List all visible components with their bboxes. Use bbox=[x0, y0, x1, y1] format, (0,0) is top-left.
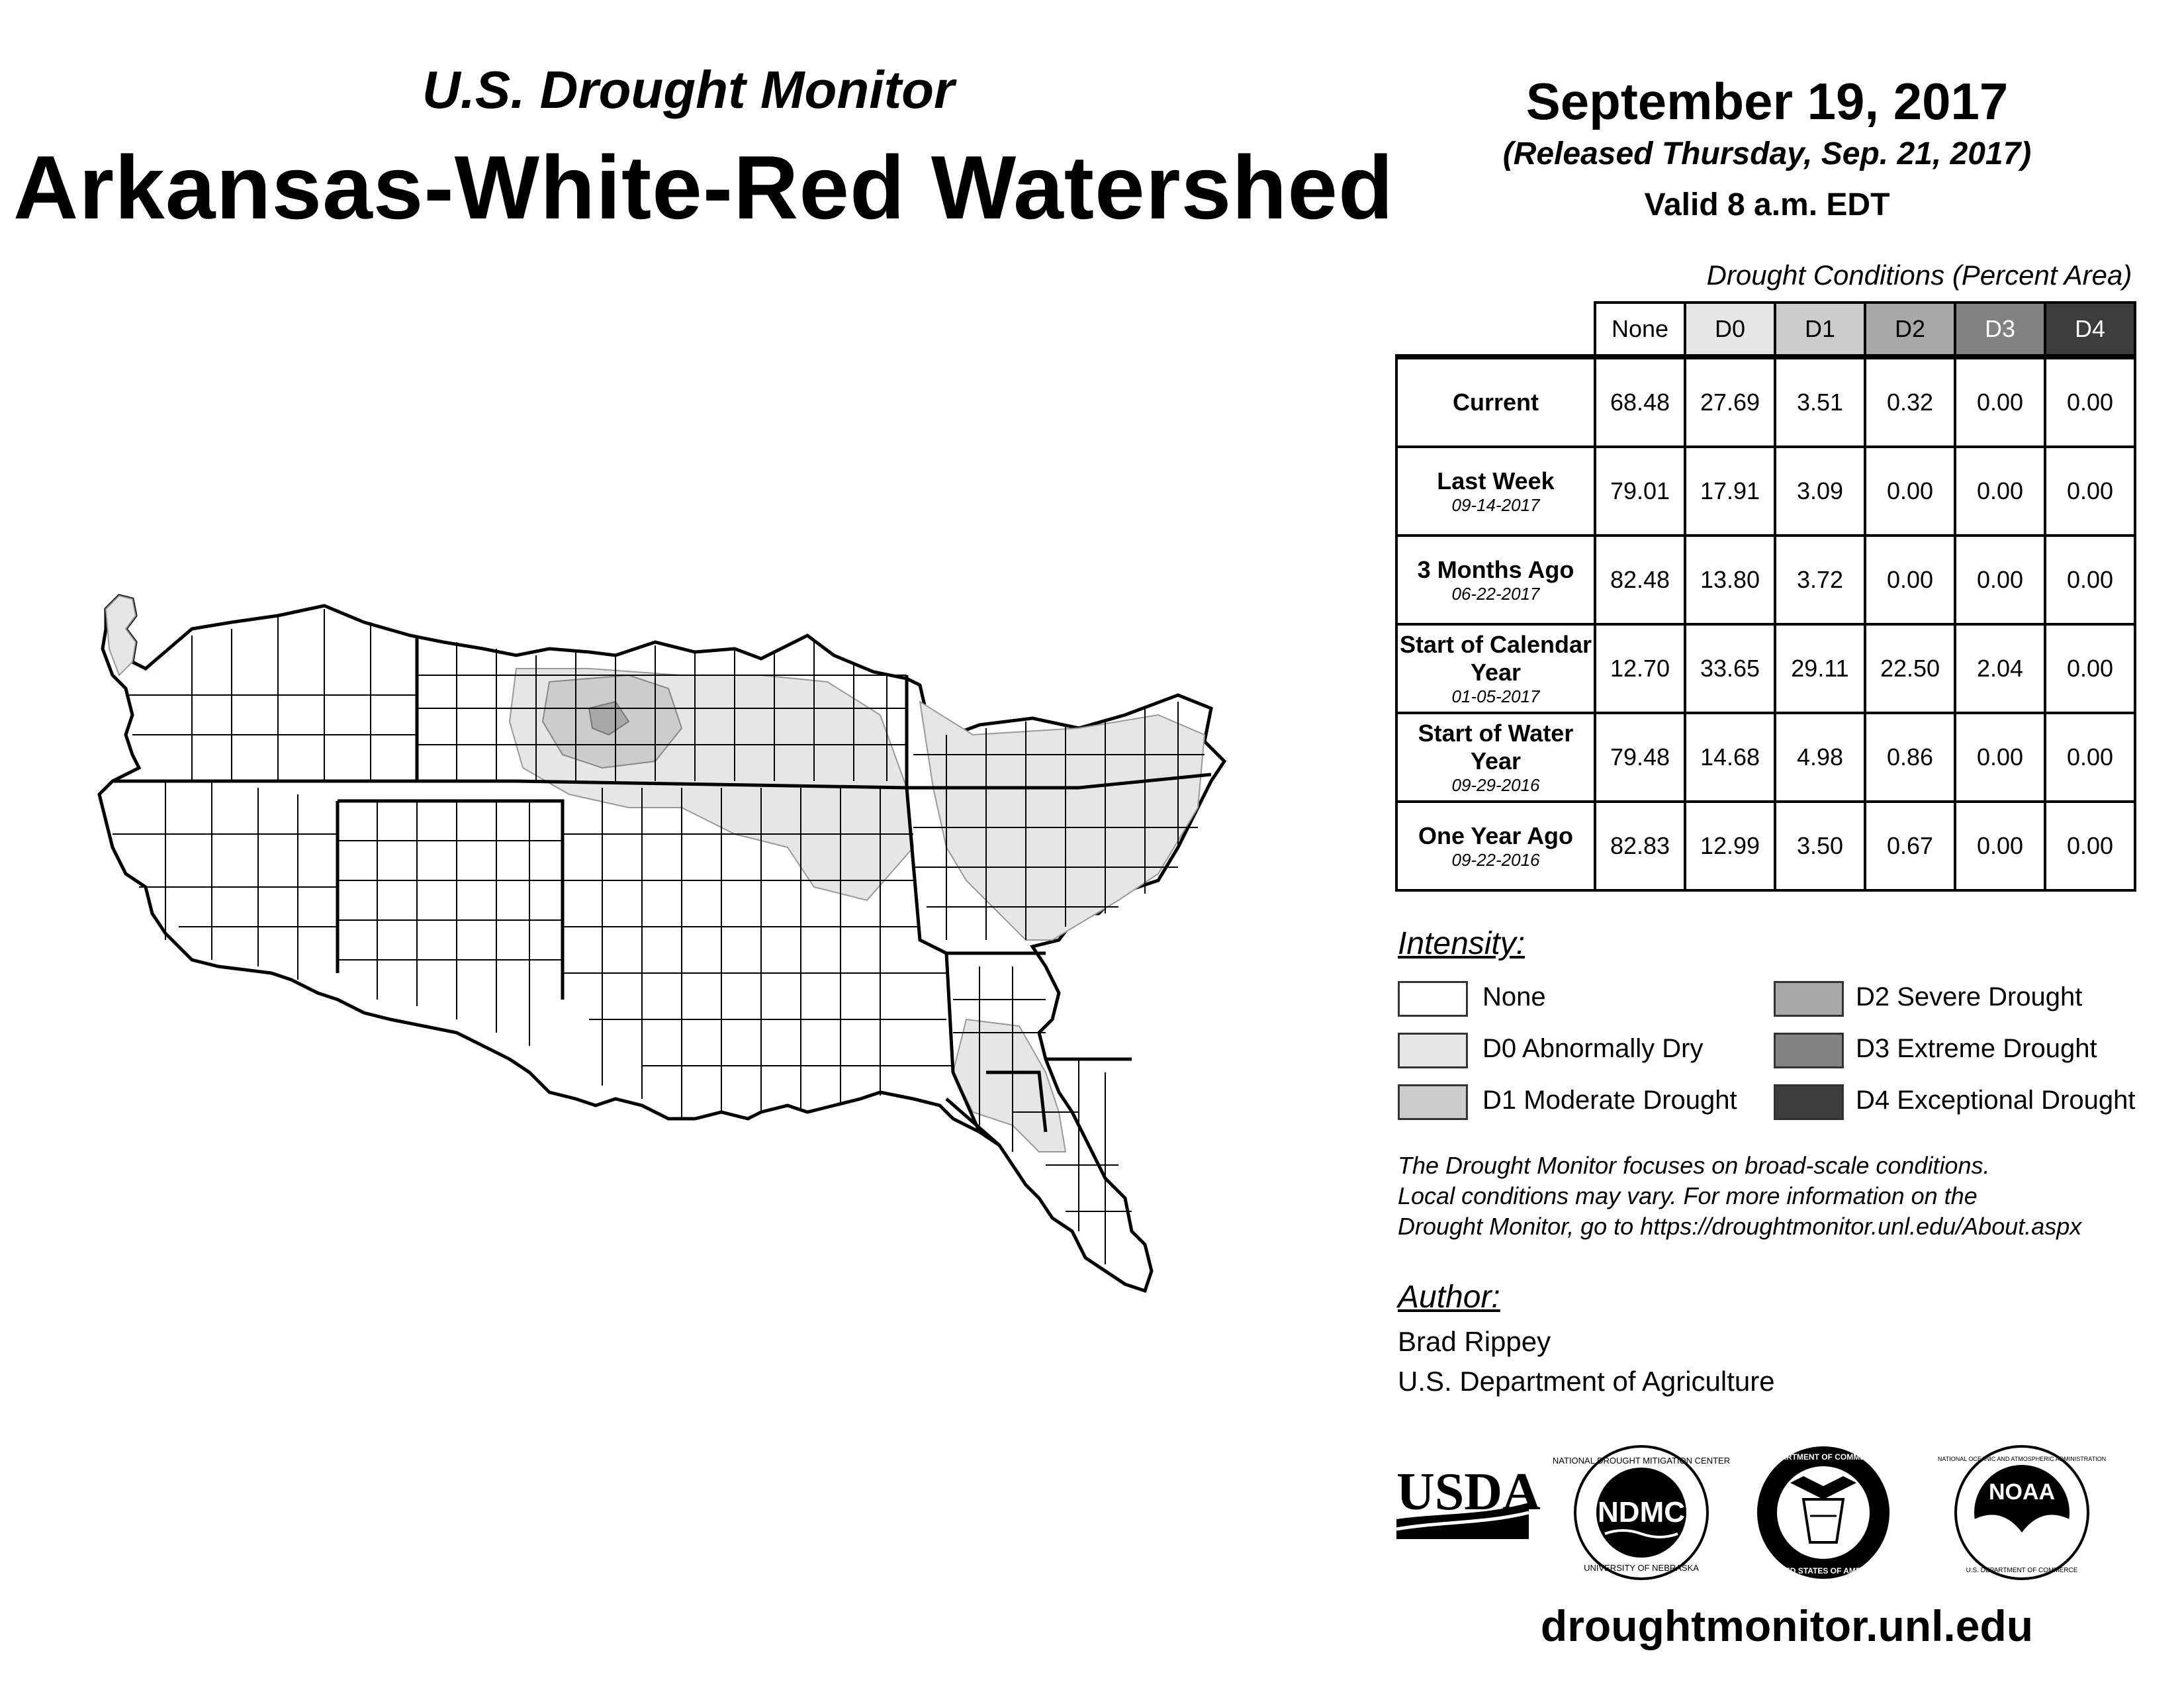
table-cell: 0.00 bbox=[2044, 534, 2136, 626]
table-cell: 17.91 bbox=[1684, 445, 1776, 537]
map-subtitle: U.S. Drought Monitor bbox=[422, 60, 955, 119]
table-cell: 0.00 bbox=[1954, 354, 2046, 448]
svg-text:NATIONAL DROUGHT MITIGATION CE: NATIONAL DROUGHT MITIGATION CENTER bbox=[1553, 1456, 1730, 1466]
svg-text:U.S. DEPARTMENT OF COMMERCE: U.S. DEPARTMENT OF COMMERCE bbox=[1966, 1567, 2078, 1574]
legend-swatch bbox=[1774, 1084, 1844, 1120]
svg-text:NATIONAL OCEANIC AND ATMOSPHER: NATIONAL OCEANIC AND ATMOSPHERIC ADMINIS… bbox=[1938, 1456, 2106, 1462]
table-cell: 0.00 bbox=[2044, 354, 2136, 448]
row-label: Start of Calendar Year 01-05-2017 bbox=[1395, 623, 1596, 714]
legend-swatch bbox=[1774, 1033, 1844, 1068]
state-boundaries bbox=[113, 635, 1212, 1147]
table-cell: 0.86 bbox=[1864, 712, 1956, 803]
usda-logo: USDA bbox=[1396, 1463, 1541, 1539]
table-cell: 13.80 bbox=[1684, 534, 1776, 626]
table-cell: 0.32 bbox=[1864, 354, 1956, 448]
legend-swatch bbox=[1398, 1084, 1468, 1120]
column-header-d0: D0 bbox=[1684, 301, 1776, 358]
legend-heading: Intensity: bbox=[1398, 926, 1525, 961]
legend-label: D2 Severe Drought bbox=[1856, 982, 2083, 1011]
svg-text:DEPARTMENT OF COMMERCE: DEPARTMENT OF COMMERCE bbox=[1764, 1452, 1882, 1462]
release-date: (Released Thursday, Sep. 21, 2017) bbox=[1502, 136, 2032, 171]
table-cell: 22.50 bbox=[1864, 623, 1956, 714]
table-cell: 12.99 bbox=[1684, 800, 1776, 892]
table-cell: 0.00 bbox=[2044, 445, 2136, 537]
table-cell: 14.68 bbox=[1684, 712, 1776, 803]
table-cell: 0.00 bbox=[1954, 800, 2046, 892]
table-cell: 0.00 bbox=[2044, 800, 2136, 892]
legend-swatch bbox=[1774, 981, 1844, 1017]
table-cell: 0.00 bbox=[1954, 534, 2046, 626]
table-cell: 68.48 bbox=[1594, 354, 1686, 448]
table-row: Current 68.48 27.69 3.51 0.32 0.00 0.00 bbox=[1395, 354, 2136, 448]
author-name: Brad Rippey bbox=[1398, 1326, 1551, 1357]
row-label: Last Week 09-14-2017 bbox=[1395, 445, 1596, 537]
table-cell: 2.04 bbox=[1954, 623, 2046, 714]
table-row: 3 Months Ago 06-22-2017 82.48 13.80 3.72 … bbox=[1395, 534, 2136, 626]
svg-text:NDMC: NDMC bbox=[1598, 1496, 1685, 1528]
legend-label: D0 Abnormally Dry bbox=[1482, 1034, 1704, 1063]
disclaimer-note: The Drought Monitor focuses on broad-sca… bbox=[1398, 1152, 2082, 1240]
table-cell: 3.09 bbox=[1774, 445, 1866, 537]
row-label: 3 Months Ago 06-22-2017 bbox=[1395, 534, 1596, 626]
table-row: Start of Calendar Year 01-05-2017 12.70 3… bbox=[1395, 623, 2136, 714]
drought-area-d0-west bbox=[105, 594, 137, 677]
legend-label: D4 Exceptional Drought bbox=[1856, 1086, 2136, 1115]
table-row: One Year Ago 09-22-2016 82.83 12.99 3.50 … bbox=[1395, 800, 2136, 892]
ndmc-logo: NDMC NATIONAL DROUGHT MITIGATION CENTER … bbox=[1553, 1445, 1730, 1580]
column-header-d1: D1 bbox=[1774, 301, 1866, 358]
table-cell: 0.67 bbox=[1864, 800, 1956, 892]
table-cell: 0.00 bbox=[1954, 712, 2046, 803]
drought-conditions-table: None D0 D1 D2 D3 D4 Current 68.48 27.69 … bbox=[1395, 301, 2136, 892]
table-cell: 0.00 bbox=[1864, 534, 1956, 626]
watershed-map bbox=[86, 569, 1297, 1350]
table-cell: 3.72 bbox=[1774, 534, 1866, 626]
table-cell: 3.50 bbox=[1774, 800, 1866, 892]
author-heading: Author: bbox=[1398, 1280, 1500, 1315]
column-header-d2: D2 bbox=[1864, 301, 1956, 358]
legend-label: None bbox=[1482, 982, 1546, 1011]
legend-swatch bbox=[1398, 981, 1468, 1017]
row-label: Start of Water Year 09-29-2016 bbox=[1395, 712, 1596, 803]
legend-label: D3 Extreme Drought bbox=[1856, 1034, 2097, 1063]
table-cell: 33.65 bbox=[1684, 623, 1776, 714]
author-organization: U.S. Department of Agriculture bbox=[1398, 1366, 1775, 1397]
column-header-none: None bbox=[1594, 301, 1686, 358]
table-cell: 79.48 bbox=[1594, 712, 1686, 803]
noaa-logo: NOAA NATIONAL OCEANIC AND ATMOSPHERIC AD… bbox=[1938, 1445, 2106, 1580]
website-url[interactable]: droughtmonitor.unl.edu bbox=[1540, 1601, 2034, 1650]
table-row: Last Week 09-14-2017 79.01 17.91 3.09 0.0… bbox=[1395, 445, 2136, 537]
legend-label: D1 Moderate Drought bbox=[1482, 1086, 1737, 1115]
table-cell: 0.00 bbox=[2044, 712, 2136, 803]
svg-text:NOAA: NOAA bbox=[1989, 1479, 2055, 1505]
agency-logos: USDA NDMC NATIONAL DROUGHT MITIGATION CE… bbox=[1390, 1436, 2131, 1582]
commerce-seal-logo: DEPARTMENT OF COMMERCE UNITED STATES OF … bbox=[1757, 1446, 1889, 1579]
svg-text:UNITED STATES OF AMERICA: UNITED STATES OF AMERICA bbox=[1766, 1566, 1881, 1575]
svg-text:UNIVERSITY OF NEBRASKA: UNIVERSITY OF NEBRASKA bbox=[1584, 1563, 1699, 1573]
map-title: Arkansas-White-Red Watershed bbox=[13, 137, 1394, 238]
county-boundaries bbox=[113, 609, 1205, 1264]
table-cell: 29.11 bbox=[1774, 623, 1866, 714]
table-cell: 3.51 bbox=[1774, 354, 1866, 448]
table-cell: 0.00 bbox=[2044, 623, 2136, 714]
column-header-d4: D4 bbox=[2044, 301, 2136, 358]
table-row: Start of Water Year 09-29-2016 79.48 14.6… bbox=[1395, 712, 2136, 803]
table-cell: 27.69 bbox=[1684, 354, 1776, 448]
table-cell: 4.98 bbox=[1774, 712, 1866, 803]
map-date: September 19, 2017 bbox=[1525, 72, 2009, 130]
table-cell: 82.48 bbox=[1594, 534, 1686, 626]
valid-time: Valid 8 a.m. EDT bbox=[1644, 187, 1890, 222]
legend-swatch bbox=[1398, 1033, 1468, 1068]
column-header-d3: D3 bbox=[1954, 301, 2046, 358]
row-label: Current bbox=[1395, 354, 1596, 448]
table-cell: 12.70 bbox=[1594, 623, 1686, 714]
table-cell: 79.01 bbox=[1594, 445, 1686, 537]
table-cell: 82.83 bbox=[1594, 800, 1686, 892]
drought-area-d2 bbox=[588, 700, 630, 736]
table-cell: 0.00 bbox=[1864, 445, 1956, 537]
table-caption: Drought Conditions (Percent Area) bbox=[1706, 259, 2132, 291]
table-cell: 0.00 bbox=[1954, 445, 2046, 537]
row-label: One Year Ago 09-22-2016 bbox=[1395, 800, 1596, 892]
